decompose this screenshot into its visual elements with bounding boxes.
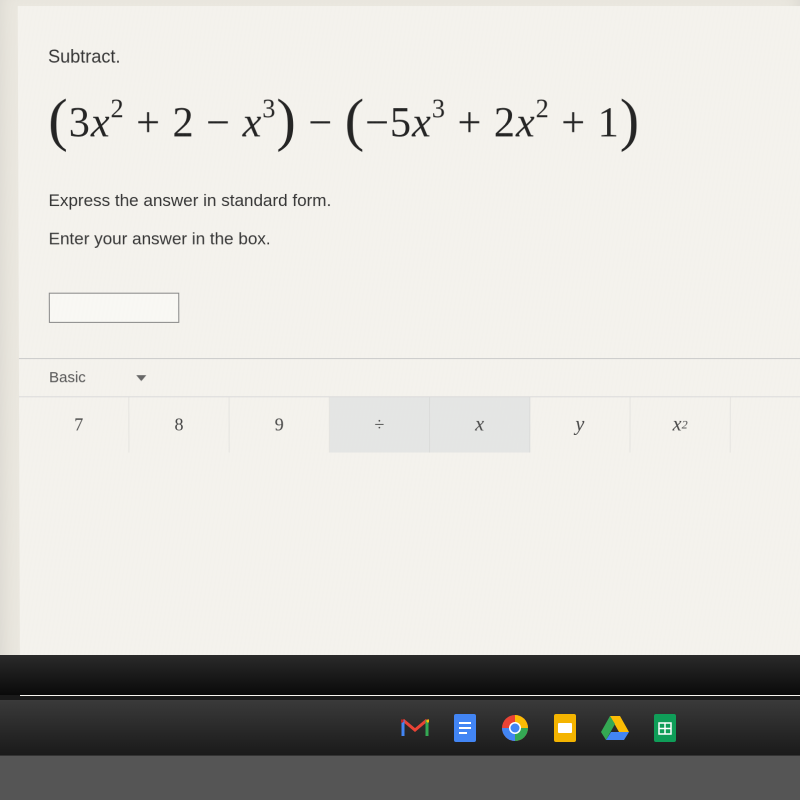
- palette-btn-7[interactable]: 7: [29, 397, 129, 452]
- sheets-icon[interactable]: [650, 713, 680, 743]
- palette-btn-8[interactable]: 8: [129, 397, 229, 452]
- palette-btn-y[interactable]: y: [530, 397, 630, 452]
- drive-icon[interactable]: [600, 713, 630, 743]
- instruction-enter-box: Enter your answer in the box.: [49, 229, 800, 249]
- screen-bottom-border: [0, 655, 800, 695]
- instruction-standard-form: Express the answer in standard form.: [48, 191, 800, 211]
- palette-mode-dropdown[interactable]: Basic: [49, 369, 146, 386]
- math-expression: (3x2 + 2 − x3) − (−5x3 + 2x2 + 1): [48, 83, 800, 151]
- chromeos-shelf: [0, 700, 800, 755]
- laptop-bezel: [0, 755, 800, 800]
- palette-btn-divide[interactable]: ÷: [330, 397, 430, 452]
- gmail-icon[interactable]: [400, 713, 430, 743]
- prompt-text: Subtract.: [48, 47, 800, 68]
- palette-btn-9[interactable]: 9: [230, 397, 330, 452]
- palette-btn-x[interactable]: x: [430, 397, 530, 452]
- chevron-down-icon: [136, 375, 146, 381]
- question-panel: Subtract. (3x2 + 2 − x3) − (−5x3 + 2x2 +…: [18, 6, 800, 696]
- math-palette: Basic 7 8 9 ÷ x y x2: [19, 358, 800, 452]
- slides-icon[interactable]: [550, 713, 580, 743]
- docs-icon[interactable]: [450, 713, 480, 743]
- screen-area: Subtract. (3x2 + 2 − x3) − (−5x3 + 2x2 +…: [0, 0, 800, 690]
- chrome-icon[interactable]: [500, 713, 530, 743]
- palette-mode-label: Basic: [49, 369, 86, 386]
- answer-input[interactable]: [49, 293, 180, 323]
- palette-btn-x-squared[interactable]: x2: [630, 397, 730, 452]
- palette-header: Basic: [19, 359, 800, 397]
- palette-row: 7 8 9 ÷ x y x2: [19, 397, 800, 452]
